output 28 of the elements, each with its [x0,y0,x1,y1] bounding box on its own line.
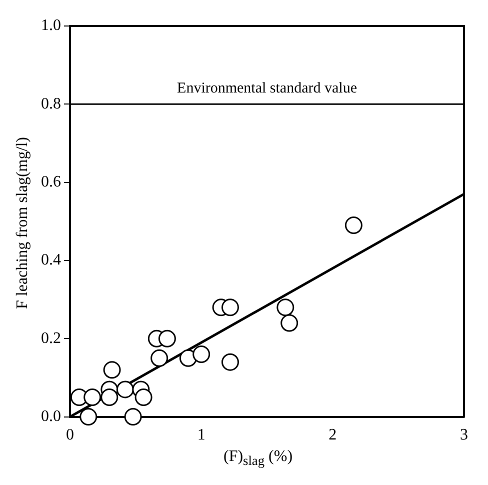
y-tick-label: 0.4 [41,252,61,269]
x-tick-label: 3 [460,426,468,444]
point [84,388,102,406]
point [276,298,294,316]
point [344,216,362,234]
point [158,330,176,348]
point [192,346,210,364]
ref-line-label: Environmental standard value [177,80,358,97]
x-tick-label: 2 [328,426,337,444]
point [221,353,239,371]
y-tick-label: 0.6 [41,174,61,191]
point [280,314,298,332]
y-tick-label: 0.2 [41,330,61,347]
point [103,361,121,379]
point [134,388,152,406]
x-axis-title: (F)$_{slag}$ (%) [222,448,294,470]
point [80,408,98,426]
point [150,349,168,367]
point [221,298,239,316]
x-tick-label: 1 [197,426,206,444]
x-tick-label: 0 [66,426,74,444]
y-axis-title: F leaching from slag(mg/l) [14,137,32,309]
point [116,380,134,398]
y-tick-label: 1.0 [41,17,61,34]
y-tick-label: 0.8 [41,95,61,112]
point [100,388,118,406]
point [124,408,142,426]
y-tick-label: 0.0 [41,408,61,426]
